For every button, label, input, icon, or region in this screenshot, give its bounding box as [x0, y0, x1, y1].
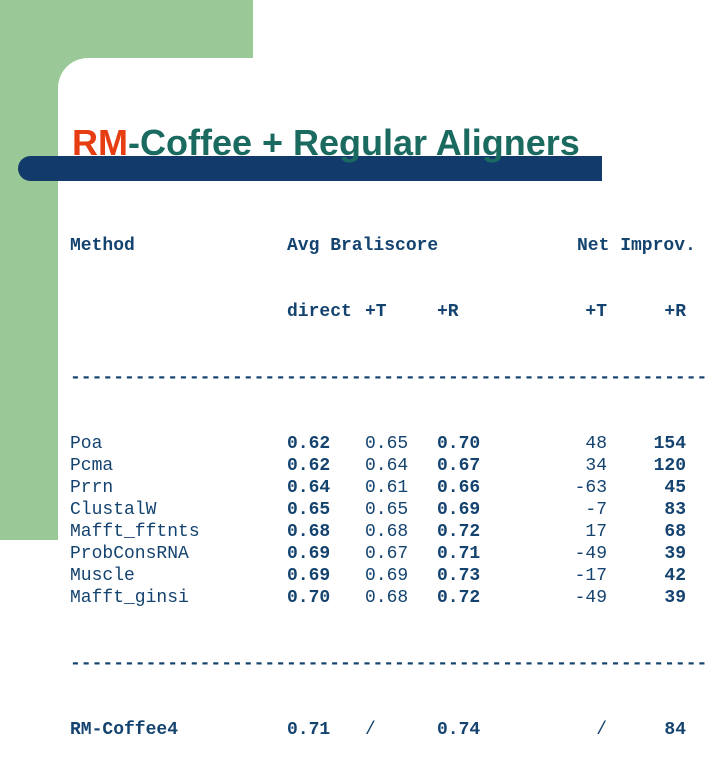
cell-plus-t: 0.68: [365, 588, 409, 608]
table-row: Muscle 0.69 0.69 0.73 -17 42: [70, 565, 710, 587]
cell-net-t: -63: [574, 478, 607, 498]
table-row: Poa 0.62 0.65 0.70 48 154: [70, 433, 710, 455]
cell-net-r: 154: [653, 434, 686, 454]
cell-net-r: 120: [653, 456, 686, 476]
cell-method: Mafft_fftnts: [70, 522, 200, 542]
cell-method: RM-Coffee4: [70, 720, 179, 740]
header-net-improv: Net Improv.: [577, 236, 696, 256]
cell-direct: 0.69: [287, 544, 331, 564]
table-divider-top: ----------------------------------------…: [70, 367, 710, 389]
table-row: Prrn 0.64 0.61 0.66 -63 45: [70, 477, 710, 499]
table-row: ProbConsRNA 0.69 0.67 0.71 -49 39: [70, 543, 710, 565]
cell-plus-r: 0.67: [437, 456, 481, 476]
cell-plus-r: 0.73: [437, 566, 481, 586]
table-row: Mafft_ginsi 0.70 0.68 0.72 -49 39: [70, 587, 710, 609]
cell-direct: 0.71: [287, 720, 331, 740]
cell-plus-t: 0.69: [365, 566, 409, 586]
cell-net-t: -49: [574, 544, 607, 564]
cell-method: ClustalW: [70, 500, 157, 520]
cell-net-r: 42: [664, 566, 686, 586]
header-plus-t: +T: [365, 302, 387, 322]
title-underline-bar: [18, 156, 602, 181]
cell-net-t: -7: [585, 500, 607, 520]
cell-plus-r: 0.74: [437, 720, 481, 740]
cell-method: Prrn: [70, 478, 114, 498]
cell-method: ProbConsRNA: [70, 544, 189, 564]
cell-net-r: 39: [664, 544, 686, 564]
cell-net-t: 17: [585, 522, 607, 542]
header-net-plus-r: +R: [664, 302, 686, 322]
cell-direct: 0.65: [287, 500, 331, 520]
cell-plus-t: 0.65: [365, 500, 409, 520]
results-table: Method Avg Braliscore Net Improv. direct…: [70, 191, 710, 763]
title-rest: -Coffee + Regular Aligners: [128, 122, 580, 164]
header-net-plus-t: +T: [585, 302, 607, 322]
header-method: Method: [70, 236, 135, 256]
cell-method: Mafft_ginsi: [70, 588, 189, 608]
cell-net-r: 83: [664, 500, 686, 520]
cell-plus-r: 0.72: [437, 588, 481, 608]
table-row: RM-Coffee4 0.71 / 0.74 / 84: [70, 719, 710, 741]
cell-plus-t: /: [365, 720, 376, 740]
title-accent: RM: [72, 122, 128, 164]
table-header-row-sub: direct +T +R +T +R: [70, 301, 710, 323]
cell-direct: 0.62: [287, 434, 331, 454]
cell-net-r: 39: [664, 588, 686, 608]
cell-net-t: /: [596, 720, 607, 740]
cell-net-t: -49: [574, 588, 607, 608]
cell-method: Muscle: [70, 566, 135, 586]
cell-direct: 0.64: [287, 478, 331, 498]
cell-net-r: 45: [664, 478, 686, 498]
header-direct: direct: [287, 302, 352, 322]
cell-method: Poa: [70, 434, 103, 454]
cell-plus-r: 0.69: [437, 500, 481, 520]
table-summary: RM-Coffee4 0.71 / 0.74 / 84: [70, 719, 710, 741]
cell-net-t: 34: [585, 456, 607, 476]
cell-plus-t: 0.65: [365, 434, 409, 454]
header-avg-braliscore: Avg Braliscore: [287, 236, 439, 256]
page-title: RM-Coffee + Regular Aligners: [72, 125, 580, 161]
table-header-row-groups: Method Avg Braliscore Net Improv.: [70, 235, 710, 257]
cell-method: Pcma: [70, 456, 114, 476]
cell-plus-t: 0.64: [365, 456, 409, 476]
cell-plus-t: 0.67: [365, 544, 409, 564]
cell-net-t: -17: [574, 566, 607, 586]
cell-plus-r: 0.72: [437, 522, 481, 542]
cell-direct: 0.70: [287, 588, 331, 608]
cell-plus-r: 0.66: [437, 478, 481, 498]
table-row: Mafft_fftnts 0.68 0.68 0.72 17 68: [70, 521, 710, 543]
table-row: Pcma 0.62 0.64 0.67 34 120: [70, 455, 710, 477]
cell-plus-r: 0.71: [437, 544, 481, 564]
cell-direct: 0.62: [287, 456, 331, 476]
divider-dashes: ----------------------------------------…: [70, 654, 708, 674]
cell-direct: 0.69: [287, 566, 331, 586]
cell-net-r: 68: [664, 522, 686, 542]
cell-direct: 0.68: [287, 522, 331, 542]
divider-dashes: ----------------------------------------…: [70, 368, 708, 388]
table-divider-bottom: ----------------------------------------…: [70, 653, 710, 675]
cell-plus-r: 0.70: [437, 434, 481, 454]
cell-plus-t: 0.61: [365, 478, 409, 498]
slide-content-card: [58, 58, 720, 540]
cell-net-r: 84: [664, 720, 686, 740]
table-row: ClustalW 0.65 0.65 0.69 -7 83: [70, 499, 710, 521]
table-body: Poa 0.62 0.65 0.70 48 154 Pcma 0.62 0.64 0.67 34 12…: [70, 433, 710, 609]
header-plus-r: +R: [437, 302, 459, 322]
cell-net-t: 48: [585, 434, 607, 454]
cell-plus-t: 0.68: [365, 522, 409, 542]
